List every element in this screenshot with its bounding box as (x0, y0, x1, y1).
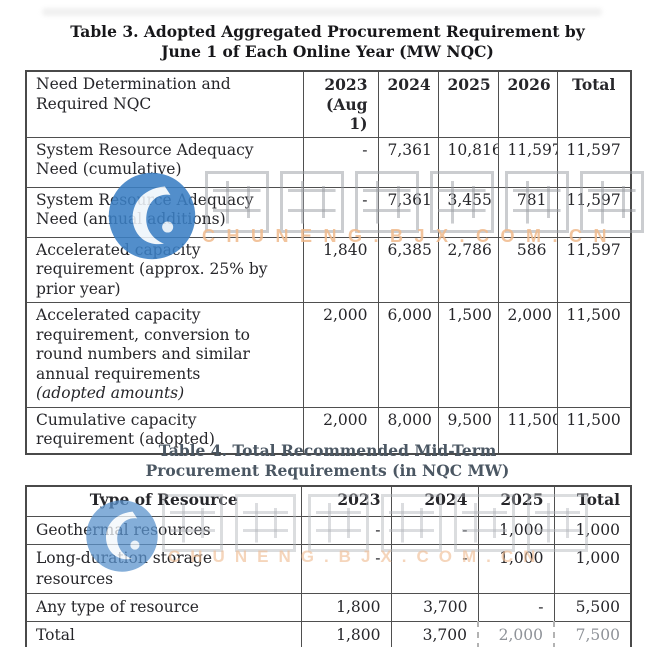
table-row-total: Total 1,800 3,700 2,000 7,500 (25, 620, 632, 647)
table-row: System Resource Adequacy Need (annual ad… (25, 186, 632, 238)
value-cell: 2,000 (302, 302, 379, 408)
table-row: Geothermal resources - - 1,000 1,000 (25, 515, 632, 545)
table3-header-row: Need Determination and Required NQC 2023… (25, 70, 632, 138)
value-cell: 1,000 (477, 515, 555, 545)
value-cell: - (302, 136, 379, 188)
table4-title: Table 4. Total Recommended Mid-Term Proc… (25, 441, 630, 480)
row-label-cell: Total (25, 620, 302, 647)
row-label-cell: Accelerated capacity requirement (approx… (25, 236, 304, 303)
row-label-cell: Cumulative capacity requirement (adopted… (25, 406, 304, 454)
value-cell: - (390, 515, 479, 545)
value-cell-faded: 7,500 (553, 620, 632, 647)
table-row: Any type of resource 1,800 3,700 - 5,500 (25, 592, 632, 622)
value-cell: 5,500 (553, 592, 632, 622)
table4-header-row: Type of Resource 2023 2024 2025 Total (25, 485, 632, 517)
value-cell: 10,816 (437, 136, 499, 188)
value-cell: 11,597 (497, 136, 558, 188)
value-cell: 11,500 (556, 302, 632, 408)
value-cell: - (300, 543, 392, 594)
row-label-cell: System Resource Adequacy Need (cumulativ… (25, 136, 304, 188)
table4-title-line1: Table 4. Total Recommended Mid-Term (158, 441, 497, 460)
table4-title-line2: Procurement Requirements (in NQC MW) (145, 460, 510, 480)
value-cell: 11,500 (556, 406, 632, 454)
table-row: System Resource Adequacy Need (cumulativ… (25, 136, 632, 188)
value-cell: 1,000 (477, 543, 555, 594)
table-row: Accelerated capacity requirement (approx… (25, 236, 632, 303)
row-label-cell: Geothermal resources (25, 515, 302, 545)
table3-header-2023: 2023 (Aug 1) (302, 70, 379, 138)
table3-procurement-requirement: Need Determination and Required NQC 2023… (25, 70, 632, 455)
value-cell: 7,361 (377, 186, 439, 238)
value-cell: 1,800 (300, 620, 392, 647)
value-cell: 781 (497, 186, 558, 238)
table4-header-2025: 2025 (477, 485, 555, 517)
value-cell: 6,385 (377, 236, 439, 303)
value-cell: 1,000 (553, 543, 632, 594)
value-cell: - (302, 186, 379, 238)
value-cell: 3,455 (437, 186, 499, 238)
value-cell: 2,000 (497, 302, 558, 408)
value-cell: 8,000 (377, 406, 439, 454)
value-cell: - (300, 515, 392, 545)
table3-header-2024: 2024 (377, 70, 439, 138)
table-row: Long-duration storage resources - - 1,00… (25, 543, 632, 594)
table-row: Cumulative capacity requirement (adopted… (25, 406, 632, 454)
value-cell: - (390, 543, 479, 594)
table3-title: Table 3. Adopted Aggregated Procurement … (25, 22, 630, 61)
value-cell: 1,500 (437, 302, 499, 408)
table4-mid-term-procurement: Type of Resource 2023 2024 2025 Total Ge… (25, 485, 632, 647)
value-cell: 586 (497, 236, 558, 303)
table3-header-2025: 2025 (437, 70, 499, 138)
table4-header-total: Total (553, 485, 632, 517)
scan-artifact-smudge (42, 8, 602, 16)
row-label-cell: Any type of resource (25, 592, 302, 622)
table3-header-label: Need Determination and Required NQC (25, 70, 304, 138)
value-cell: 3,700 (390, 620, 479, 647)
row-label-cell: Long-duration storage resources (25, 543, 302, 594)
row-label-note-italic: (adopted amounts) (36, 384, 185, 402)
row-label-cell: System Resource Adequacy Need (annual ad… (25, 186, 304, 238)
table3-title-line1: Table 3. Adopted Aggregated Procurement … (70, 22, 585, 41)
table3-title-line2: June 1 of Each Online Year (MW NQC) (161, 41, 494, 61)
value-cell: 1,840 (302, 236, 379, 303)
table4-header-2024: 2024 (390, 485, 479, 517)
value-cell: 6,000 (377, 302, 439, 408)
value-cell: 1,800 (300, 592, 392, 622)
value-cell: - (477, 592, 555, 622)
value-cell: 11,597 (556, 136, 632, 188)
table-row: Accelerated capacity requirement, conver… (25, 302, 632, 408)
value-cell: 3,700 (390, 592, 479, 622)
value-cell: 7,361 (377, 136, 439, 188)
table4-header-resource: Type of Resource (25, 485, 302, 517)
value-cell: 2,786 (437, 236, 499, 303)
value-cell: 2,000 (302, 406, 379, 454)
row-label-cell: Accelerated capacity requirement, conver… (25, 302, 304, 408)
value-cell-faded: 2,000 (477, 620, 555, 647)
value-cell: 1,000 (553, 515, 632, 545)
value-cell: 11,597 (556, 236, 632, 303)
value-cell: 11,597 (556, 186, 632, 238)
table4-header-2023: 2023 (300, 485, 392, 517)
value-cell: 9,500 (437, 406, 499, 454)
table3-header-2026: 2026 (497, 70, 558, 138)
table3-header-total: Total (556, 70, 632, 138)
